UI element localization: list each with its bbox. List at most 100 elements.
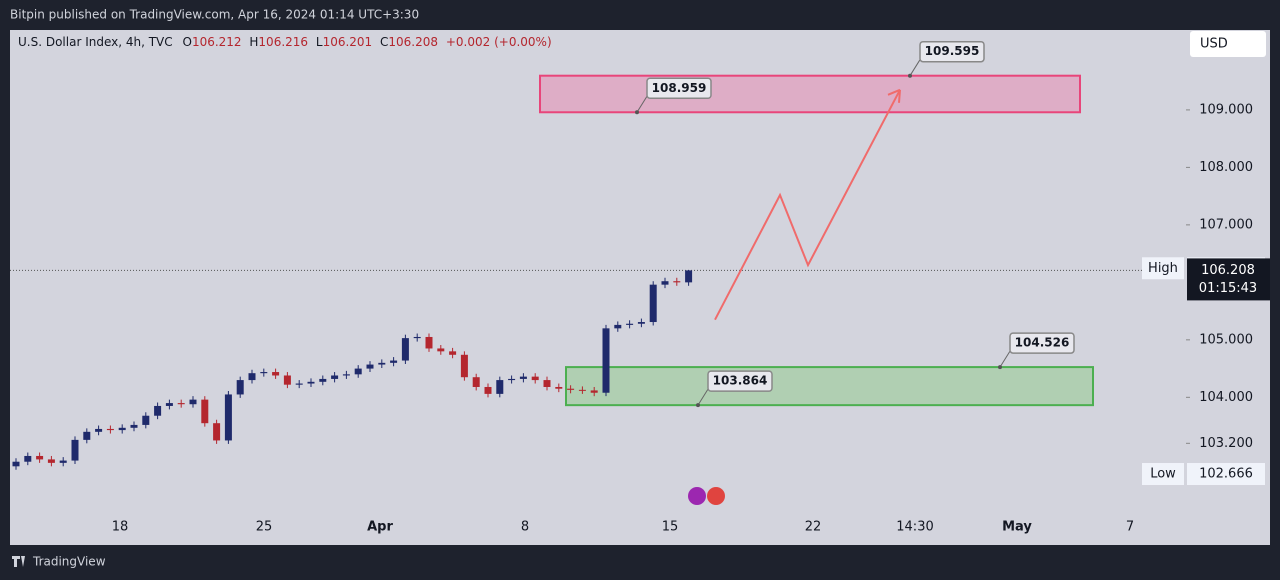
candle-body [578,389,586,391]
candle-body [272,372,280,376]
candle-body [496,380,504,394]
symbol: U.S. Dollar Index, 4h, TVC [18,35,173,49]
y-tick-label: 108.000 [1199,160,1253,175]
candle-body [189,399,197,405]
callout-box [919,40,985,63]
callout-pointer [909,59,921,76]
candle-body [366,364,374,369]
low-value-box [1187,463,1265,486]
candle-body [602,328,610,393]
candle-body [413,336,421,339]
candle-body [401,338,409,361]
high-value: 106.216 [258,35,308,49]
candle-body [59,460,67,463]
candle-body [224,394,232,441]
candle-body [154,405,162,416]
callout-pointer [697,388,709,406]
candle-body [637,322,645,324]
high-tag: High [1148,261,1178,276]
low-tag: Low [1150,467,1176,482]
candle-body [213,423,221,441]
callout-dot [908,73,912,78]
candle-body [283,375,291,385]
candle-body [484,386,492,394]
candle-body [555,386,563,389]
candle-body [567,388,575,390]
y-tick-label: 109.000 [1199,102,1253,117]
candle-body [614,324,622,329]
candle-body [649,284,657,323]
change: +0.002 (+0.00%) [446,35,552,49]
icon [688,487,706,505]
footer-bar [0,545,1280,580]
callout-label: 104.526 [1015,336,1070,350]
callout-pointer [999,350,1011,368]
currency-button[interactable] [1190,31,1266,57]
open-value: 106.212 [192,35,242,49]
candle-body [295,383,303,385]
callout-dot [998,365,1002,370]
close-label: C [380,35,388,49]
candle-body [36,455,44,460]
candle-body [460,354,468,378]
y-tick-label: 103.200 [1199,436,1253,451]
candle-body [378,362,386,365]
candle-body [24,455,32,462]
candle-body [685,270,693,283]
high-tag-box [1142,257,1184,280]
x-tick-label: 14:30 [896,520,933,535]
candle-body [531,376,539,381]
candle-body [130,424,138,428]
zone [565,366,1094,407]
close-value: 106.208 [388,35,438,49]
candle-body [12,461,20,467]
candle-body [449,351,457,355]
projection-line [714,89,901,321]
candle-body [543,380,551,387]
candle-body [95,428,103,432]
callout-label: 109.595 [925,44,980,58]
x-tick-label: 7 [1126,520,1134,535]
callout-box [707,370,773,392]
last-price: 106.208 [1201,263,1255,278]
candle-body [390,360,398,363]
candle-body [342,374,350,376]
low-value: 102.666 [1199,467,1253,482]
candle-body [142,415,150,425]
x-tick-label: 18 [112,520,129,535]
callout-dot [696,403,700,408]
last-price-box [1187,258,1270,301]
candle-body [83,431,91,440]
candle-body [165,403,173,406]
candle-body [201,399,209,424]
x-tick-label: 15 [662,520,679,535]
high-label: H [249,35,258,49]
y-tick-label: 107.000 [1199,217,1253,232]
x-tick-label: 25 [256,520,273,535]
candle-body [661,281,669,285]
x-tick-label: 22 [805,520,822,535]
low-tag-box [1142,463,1184,486]
candle-body [106,428,114,431]
candle-body [673,281,681,283]
candle-body [508,378,516,381]
candle-body [590,390,598,393]
candle-body [319,378,327,382]
candle-body [519,376,527,379]
callout-label: 103.864 [713,374,768,388]
open-label: O [182,35,191,49]
candle-body [626,323,634,325]
candle-body [437,348,445,352]
candle-body [354,368,362,375]
projection-arrowhead [887,88,901,103]
legend: U.S. Dollar Index, 4h, TVC O106.212 H106… [18,35,552,49]
callout-pointer [636,95,648,113]
candle-body [472,377,480,387]
candle-body [331,375,339,379]
logo [12,556,25,567]
candle-body [425,336,433,349]
callout-dot [635,110,639,115]
candle-body [177,403,185,405]
